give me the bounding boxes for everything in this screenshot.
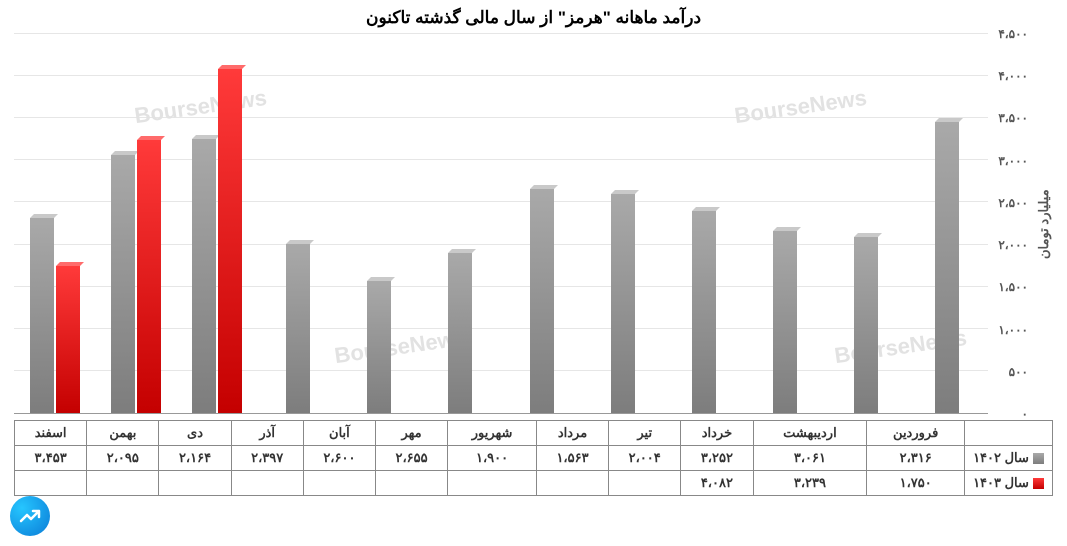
table-cell [609,471,681,496]
bar-group [14,34,95,413]
bar-group [258,34,339,413]
bar-1403 [218,69,242,413]
chart-title: درآمد ماهانه "هرمز" از سال مالی گذشته تا… [14,8,1053,28]
bar-group [582,34,663,413]
bar-1402 [854,237,878,413]
table-cell: ۱،۵۶۳ [536,446,608,471]
table-cell [448,471,537,496]
legend-1402-label: سال ۱۴۰۲ [973,450,1029,465]
table-cell [303,471,375,496]
swatch-icon [1033,453,1044,464]
table-cell: ۲،۶۵۵ [375,446,447,471]
bar-group [745,34,826,413]
logo-icon [10,496,50,536]
month-header: آبان [303,421,375,446]
legend-1402: سال ۱۴۰۲ [965,446,1053,471]
month-header: مهر [375,421,447,446]
bar-group [663,34,744,413]
bar-1402 [192,139,216,413]
bar-1402 [773,231,797,413]
month-header: شهریور [448,421,537,446]
bar-group [339,34,420,413]
bar-group [501,34,582,413]
plot-area: BourseNewsBourseNewsBourseNewsBourseNews [14,34,988,414]
bar-group [420,34,501,413]
data-table: فروردیناردیبهشتخردادتیرمردادشهریورمهرآبا… [14,420,1053,496]
bar-1402 [935,122,959,413]
table-cell: ۳،۲۳۹ [753,471,867,496]
bar-group [95,34,176,413]
table-cell [375,471,447,496]
table-cell: ۲،۳۹۷ [231,446,303,471]
table-cell: ۱،۷۵۰ [867,471,965,496]
month-header: اردیبهشت [753,421,867,446]
table-cell: ۱،۹۰۰ [448,446,537,471]
table-corner [965,421,1053,446]
chart-area: میلیارد تومان ۴،۵۰۰۴،۰۰۰۳،۵۰۰۳،۰۰۰۲،۵۰۰۲… [14,34,1053,414]
month-header: آذر [231,421,303,446]
bar-1402 [448,253,472,413]
legend-1403-label: سال ۱۴۰۳ [973,475,1029,490]
table-cell: ۲،۳۱۶ [867,446,965,471]
bar-group [176,34,257,413]
bar-1402 [286,244,310,413]
table-cell [15,471,87,496]
table-cell: ۲،۱۶۴ [159,446,231,471]
table-cell: ۲،۰۹۵ [87,446,159,471]
y-axis: ۴،۵۰۰۴،۰۰۰۳،۵۰۰۳،۰۰۰۲،۵۰۰۲،۰۰۰۱،۵۰۰۱،۰۰۰… [988,34,1034,414]
bar-1402 [611,194,635,413]
bar-1402 [367,281,391,413]
bar-1403 [137,140,161,413]
table-cell: ۲،۶۰۰ [303,446,375,471]
bar-group [826,34,907,413]
month-header: بهمن [87,421,159,446]
month-header: تیر [609,421,681,446]
swatch-icon [1033,478,1044,489]
month-header: اسفند [15,421,87,446]
table-cell [536,471,608,496]
table-cell: ۳،۰۶۱ [753,446,867,471]
bar-1403 [56,266,80,413]
bar-1402 [30,218,54,413]
bar-group [907,34,988,413]
table-cell: ۲،۰۰۴ [609,446,681,471]
month-header: دی [159,421,231,446]
table-cell [87,471,159,496]
table-cell: ۳،۴۵۳ [15,446,87,471]
y-axis-label: میلیارد تومان [1034,34,1053,414]
table-cell: ۴،۰۸۲ [681,471,753,496]
bar-groups [14,34,988,413]
month-header: مرداد [536,421,608,446]
legend-1403: سال ۱۴۰۳ [965,471,1053,496]
table-cell [231,471,303,496]
table-cell [159,471,231,496]
bar-1402 [111,155,135,413]
month-header: خرداد [681,421,753,446]
bar-1402 [530,189,554,413]
month-header: فروردین [867,421,965,446]
bar-1402 [692,211,716,413]
table-cell: ۳،۲۵۲ [681,446,753,471]
